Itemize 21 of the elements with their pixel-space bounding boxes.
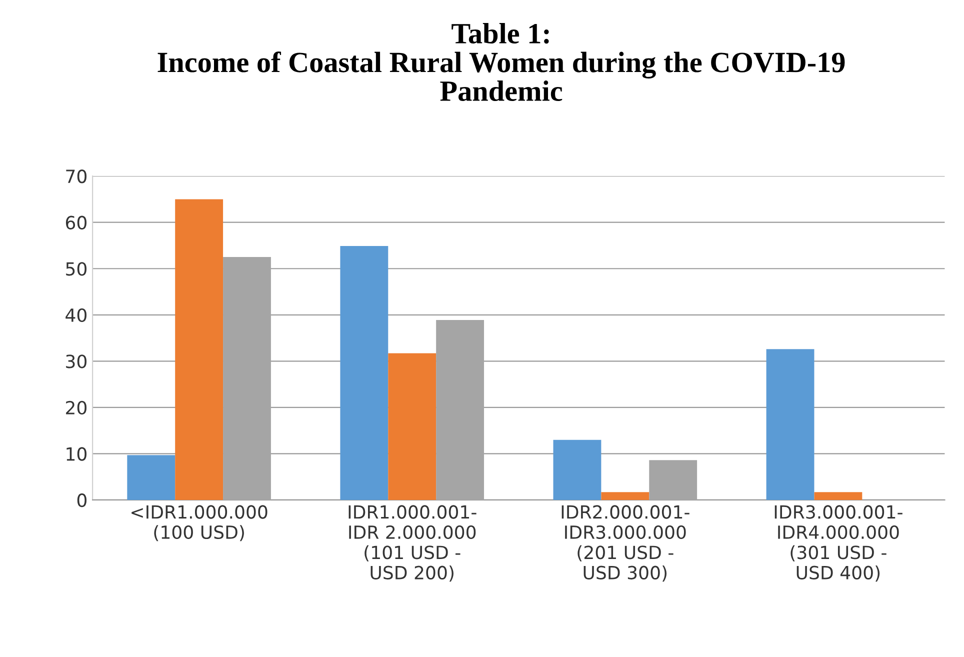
x-tick-label: IDR2.000.001- IDR3.000.000 (201 USD - USD 300) xyxy=(562,505,690,582)
y-tick-label: 30 xyxy=(66,354,86,368)
y-tick-label: 60 xyxy=(66,216,86,230)
bar xyxy=(601,492,650,500)
bar xyxy=(388,353,436,500)
chart-title: Table 1: Income of Coastal Rural Women during the COVID-19 Pandemic xyxy=(158,22,845,102)
x-tick-label: <IDR1.000.000 (100 USD) xyxy=(132,505,268,542)
y-tick-label: 50 xyxy=(66,262,86,276)
y-tick-label: 0 xyxy=(77,493,86,508)
y-tick-label: 70 xyxy=(66,170,86,184)
bar xyxy=(766,349,814,500)
bar xyxy=(340,246,388,500)
bar xyxy=(175,199,224,500)
y-tick-label: 40 xyxy=(66,308,86,322)
bar xyxy=(127,455,176,500)
x-tick-label: IDR3.000.001- IDR4.000.000 (301 USD - USD 400) xyxy=(774,505,902,582)
bar xyxy=(553,440,602,500)
y-tick-label: 20 xyxy=(66,400,86,415)
x-tick-label: IDR1.000.001- IDR 2.000.000 (101 USD - USD 200) xyxy=(348,505,476,582)
y-tick-label: 10 xyxy=(66,447,86,461)
bar xyxy=(814,492,862,500)
